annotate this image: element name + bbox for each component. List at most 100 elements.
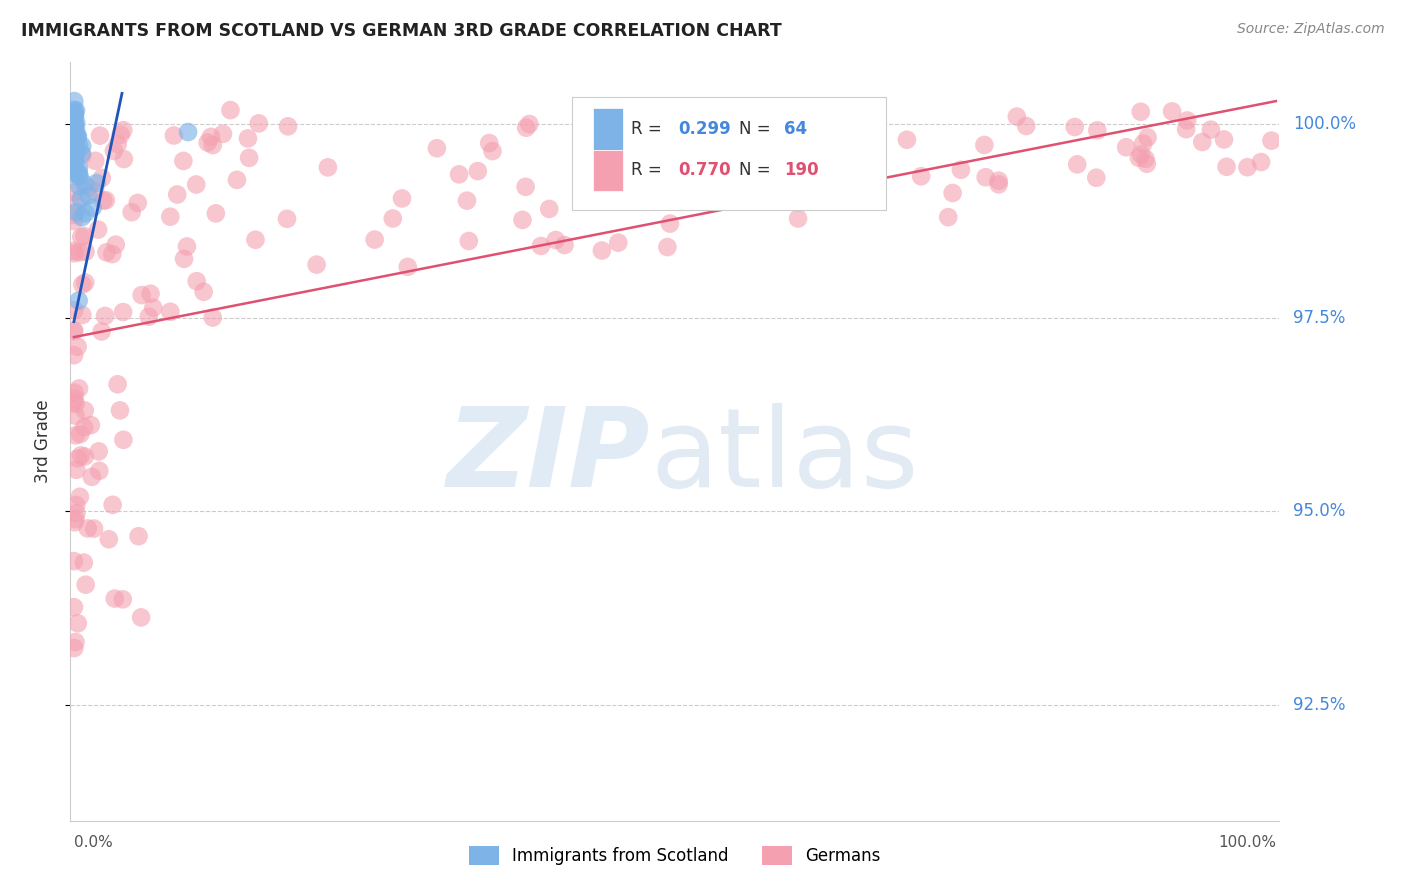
Point [75,244,97,259]
Point [316,161,339,175]
Text: 97.5%: 97.5% [1294,309,1346,326]
Point [127,195,149,210]
Point [65,145,87,159]
Point [112,305,135,319]
Point [65,635,87,649]
Point [613,183,636,197]
Point [987,178,1010,192]
Point [1136,130,1159,145]
Point [63,105,86,120]
Point [73,450,96,464]
Point [63,111,86,125]
Point [96,245,118,260]
Point [159,304,181,318]
Point [73,178,96,192]
Point [63,115,86,129]
Point [107,137,129,152]
Point [63,94,86,108]
Point [104,591,127,606]
Point [128,529,150,543]
Point [63,103,86,117]
Point [1175,122,1198,136]
Point [65,512,87,526]
Point [554,238,576,252]
Text: 190: 190 [783,161,818,179]
Point [426,141,449,155]
Legend: Immigrants from Scotland, Germans: Immigrants from Scotland, Germans [470,847,880,865]
Point [544,233,567,247]
Point [659,217,682,231]
Point [659,186,682,200]
Point [1085,170,1108,185]
Text: 0.0%: 0.0% [75,835,112,849]
Point [987,174,1010,188]
Point [201,310,224,325]
Point [1161,104,1184,119]
Point [512,213,534,227]
Point [779,151,801,165]
Point [87,444,110,458]
Point [83,522,105,536]
Point [201,138,224,153]
Point [131,288,153,302]
Point [87,222,110,236]
Point [277,120,299,134]
Point [70,139,93,153]
Point [186,274,208,288]
Point [142,301,165,315]
Point [200,129,222,144]
FancyBboxPatch shape [593,108,623,150]
Point [65,103,87,118]
Text: R =: R = [631,120,668,137]
Point [63,600,86,615]
Point [73,420,96,434]
Point [65,463,87,477]
Point [69,427,91,442]
Point [67,381,90,395]
Point [1260,134,1282,148]
Text: R =: R = [631,161,668,179]
Point [121,205,143,219]
Point [752,140,775,154]
Point [63,135,86,149]
Text: N =: N = [740,161,776,179]
Point [65,409,87,423]
Point [942,186,965,200]
Point [73,403,96,417]
Point [478,136,501,150]
Point [63,108,86,122]
Text: IMMIGRANTS FROM SCOTLAND VS GERMAN 3RD GRADE CORRELATION CHART: IMMIGRANTS FROM SCOTLAND VS GERMAN 3RD G… [21,22,782,40]
Point [63,515,86,529]
Point [1130,147,1153,161]
Point [305,258,328,272]
Point [75,276,97,290]
Point [910,169,932,184]
Point [65,506,87,520]
Text: 100.0%: 100.0% [1294,115,1357,133]
Point [616,109,638,123]
Point [63,123,86,137]
Point [63,186,86,200]
Point [515,179,537,194]
Point [86,176,108,190]
Point [63,140,86,154]
Point [481,144,503,158]
Point [1199,122,1222,136]
Point [65,132,87,146]
Point [63,165,86,179]
Point [1175,113,1198,128]
Point [63,109,86,123]
Point [63,154,86,169]
Point [63,152,86,166]
Point [787,211,810,226]
Point [449,167,471,181]
Text: 0.770: 0.770 [679,161,731,179]
Point [467,164,489,178]
Point [69,169,91,183]
Point [1128,151,1150,165]
Point [77,181,100,195]
Point [657,240,679,254]
Point [63,130,86,145]
Point [786,103,808,118]
Point [63,124,86,138]
